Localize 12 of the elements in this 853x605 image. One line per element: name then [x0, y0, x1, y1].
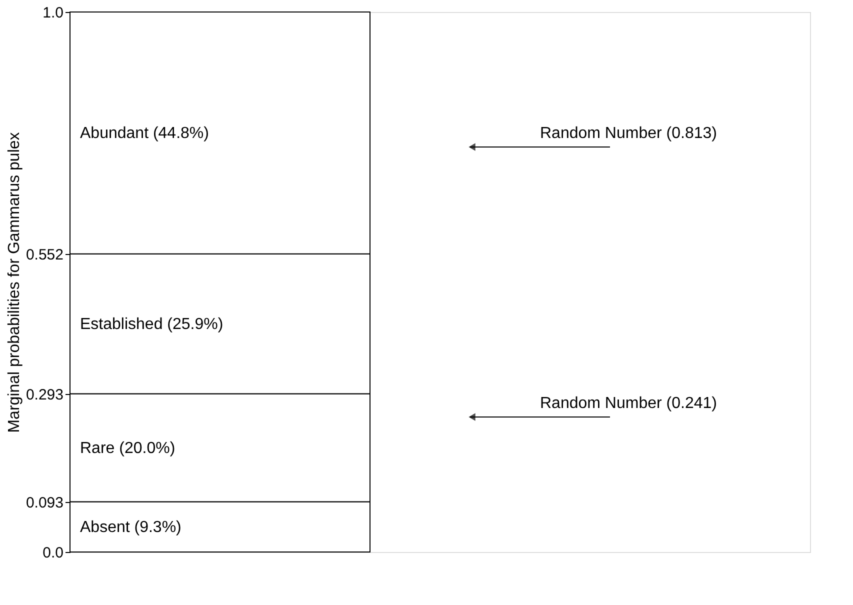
y-tick-label: 0.293: [26, 386, 64, 404]
text: Random Number (0.813): [540, 125, 717, 142]
y-tick-label: 0.552: [26, 246, 64, 264]
text: Random Number (0.241): [540, 395, 717, 412]
series-label: Absent (9.3%): [80, 518, 182, 536]
y-axis-title: Marginal probabilities for Gammarus pulex: [6, 132, 23, 433]
series-label: Established (25.9%): [80, 316, 224, 333]
y-tick-label: 0.093: [26, 494, 64, 512]
series-label: Abundant (44.8%): [80, 124, 209, 142]
y-tick-label: 1.0: [42, 4, 64, 22]
series-label: Rare (20.0%): [80, 440, 176, 457]
y-tick-label: 0.0: [42, 544, 64, 562]
